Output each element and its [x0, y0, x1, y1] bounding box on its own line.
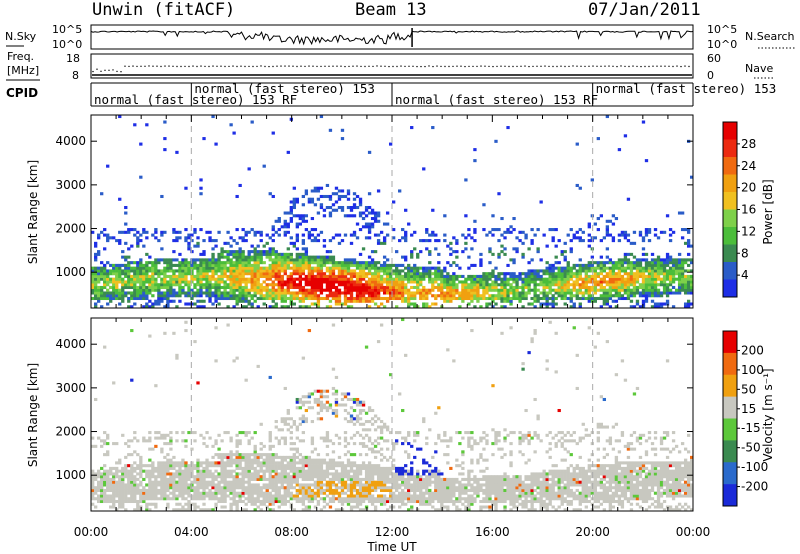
cpid-segment-1: normal (fast stereo) 153 — [194, 81, 375, 96]
colorbar-tick: 12 — [741, 224, 756, 238]
colorbar-tick: -50 — [741, 441, 761, 455]
velocity-colorbar-label: Velocity [m s⁻¹] — [761, 368, 775, 461]
ytick-label: 2000 — [55, 222, 86, 236]
noise-trace — [90, 28, 694, 47]
time-axis-label: Time UT — [366, 540, 417, 554]
ytick-label: 4000 — [55, 337, 86, 351]
colorbar-tick: -200 — [741, 480, 768, 494]
time-tick-label: 00:00 — [74, 525, 109, 539]
time-tick-label: 16:00 — [475, 525, 510, 539]
frequency-trace — [92, 65, 692, 76]
noise-left-tick-low: 10^0 — [52, 38, 82, 51]
colorbar-tick: -15 — [741, 421, 761, 435]
cpid-label: CPID — [6, 86, 38, 100]
colorbar-tick: 20 — [741, 181, 756, 195]
colorbar-tick: 200 — [741, 343, 764, 357]
velocity-panel: 4000 3000 2000 1000 Slant Range [km] 200 100… — [26, 317, 775, 512]
colorbar-tick: 28 — [741, 137, 756, 151]
time-tick-label: 04:00 — [174, 525, 209, 539]
freq-left-label: Freq. — [7, 50, 34, 63]
colorbar-tick: 16 — [741, 203, 756, 217]
cpid-segment-3: normal (fast stereo) 153 — [596, 81, 777, 96]
frequency-panel: Freq. [MHz] 18 8 60 0 Nave — [6, 50, 774, 82]
velocity-colorbar: 200 100 50 15 -15 -50 -100 -200 — [722, 330, 768, 507]
power-ylabel: Slant Range [km] — [26, 160, 40, 264]
cpid-segment-2: normal (fast stereo) 153 RF — [395, 92, 598, 107]
time-tick-label: 08:00 — [274, 525, 309, 539]
time-axis-ticks: 00:00 04:00 08:00 12:00 16:00 20:00 00:00 — [74, 525, 711, 539]
velocity-heatmap — [91, 318, 694, 512]
ytick-label: 1000 — [55, 468, 86, 482]
power-colorbar: 28 24 20 16 12 8 4 — [722, 121, 756, 298]
ytick-label: 1000 — [55, 265, 86, 279]
time-tick-label: 20:00 — [575, 525, 610, 539]
colorbar-tick: 24 — [741, 159, 756, 173]
cpid-segment-0: normal (fast stereo) 153 RF — [94, 92, 297, 107]
noise-right-label: N.Search — [745, 30, 795, 43]
noise-left-tick-high: 10^5 — [52, 23, 82, 36]
colorbar-tick: 50 — [741, 382, 756, 396]
noise-right-tick-high: 10^5 — [707, 23, 737, 36]
velocity-axes: 4000 3000 2000 1000 — [55, 318, 694, 511]
ytick-label: 4000 — [55, 134, 86, 148]
station-title: Unwin (fitACF) — [92, 0, 235, 20]
date-title: 07/Jan/2011 — [588, 0, 701, 20]
colorbar-tick: -100 — [741, 460, 768, 474]
power-colorbar-label: Power [dB] — [761, 179, 775, 244]
power-heatmap — [91, 115, 694, 309]
colorbar-tick: 4 — [741, 268, 749, 282]
velocity-ylabel: Slant Range [km] — [26, 363, 40, 467]
freq-left-tick-high: 18 — [66, 52, 80, 65]
beam-title: Beam 13 — [355, 0, 427, 20]
power-panel: 4000 3000 2000 1000 Slant Range [km] 28 24 20… — [26, 114, 775, 309]
noise-left-label: N.Sky — [5, 30, 37, 43]
ytick-label: 2000 — [55, 425, 86, 439]
freq-right-tick-low: 0 — [707, 69, 714, 82]
time-tick-label: 00:00 — [676, 525, 711, 539]
colorbar-tick: 15 — [741, 402, 756, 416]
noise-panel: N.Sky 10^5 10^0 10^5 10^0 N.Search — [5, 23, 796, 51]
ytick-label: 3000 — [55, 178, 86, 192]
freq-right-tick-high: 60 — [707, 52, 721, 65]
noise-right-tick-low: 10^0 — [707, 38, 737, 51]
colorbar-tick: 100 — [741, 363, 764, 377]
ytick-label: 3000 — [55, 381, 86, 395]
freq-right-label: Nave — [745, 62, 773, 75]
freq-left-tick-low: 8 — [72, 69, 79, 82]
time-tick-label: 12:00 — [375, 525, 410, 539]
power-axes: 4000 3000 2000 1000 — [55, 115, 694, 308]
colorbar-tick: 8 — [741, 246, 749, 260]
freq-left-units: [MHz] — [7, 64, 39, 77]
